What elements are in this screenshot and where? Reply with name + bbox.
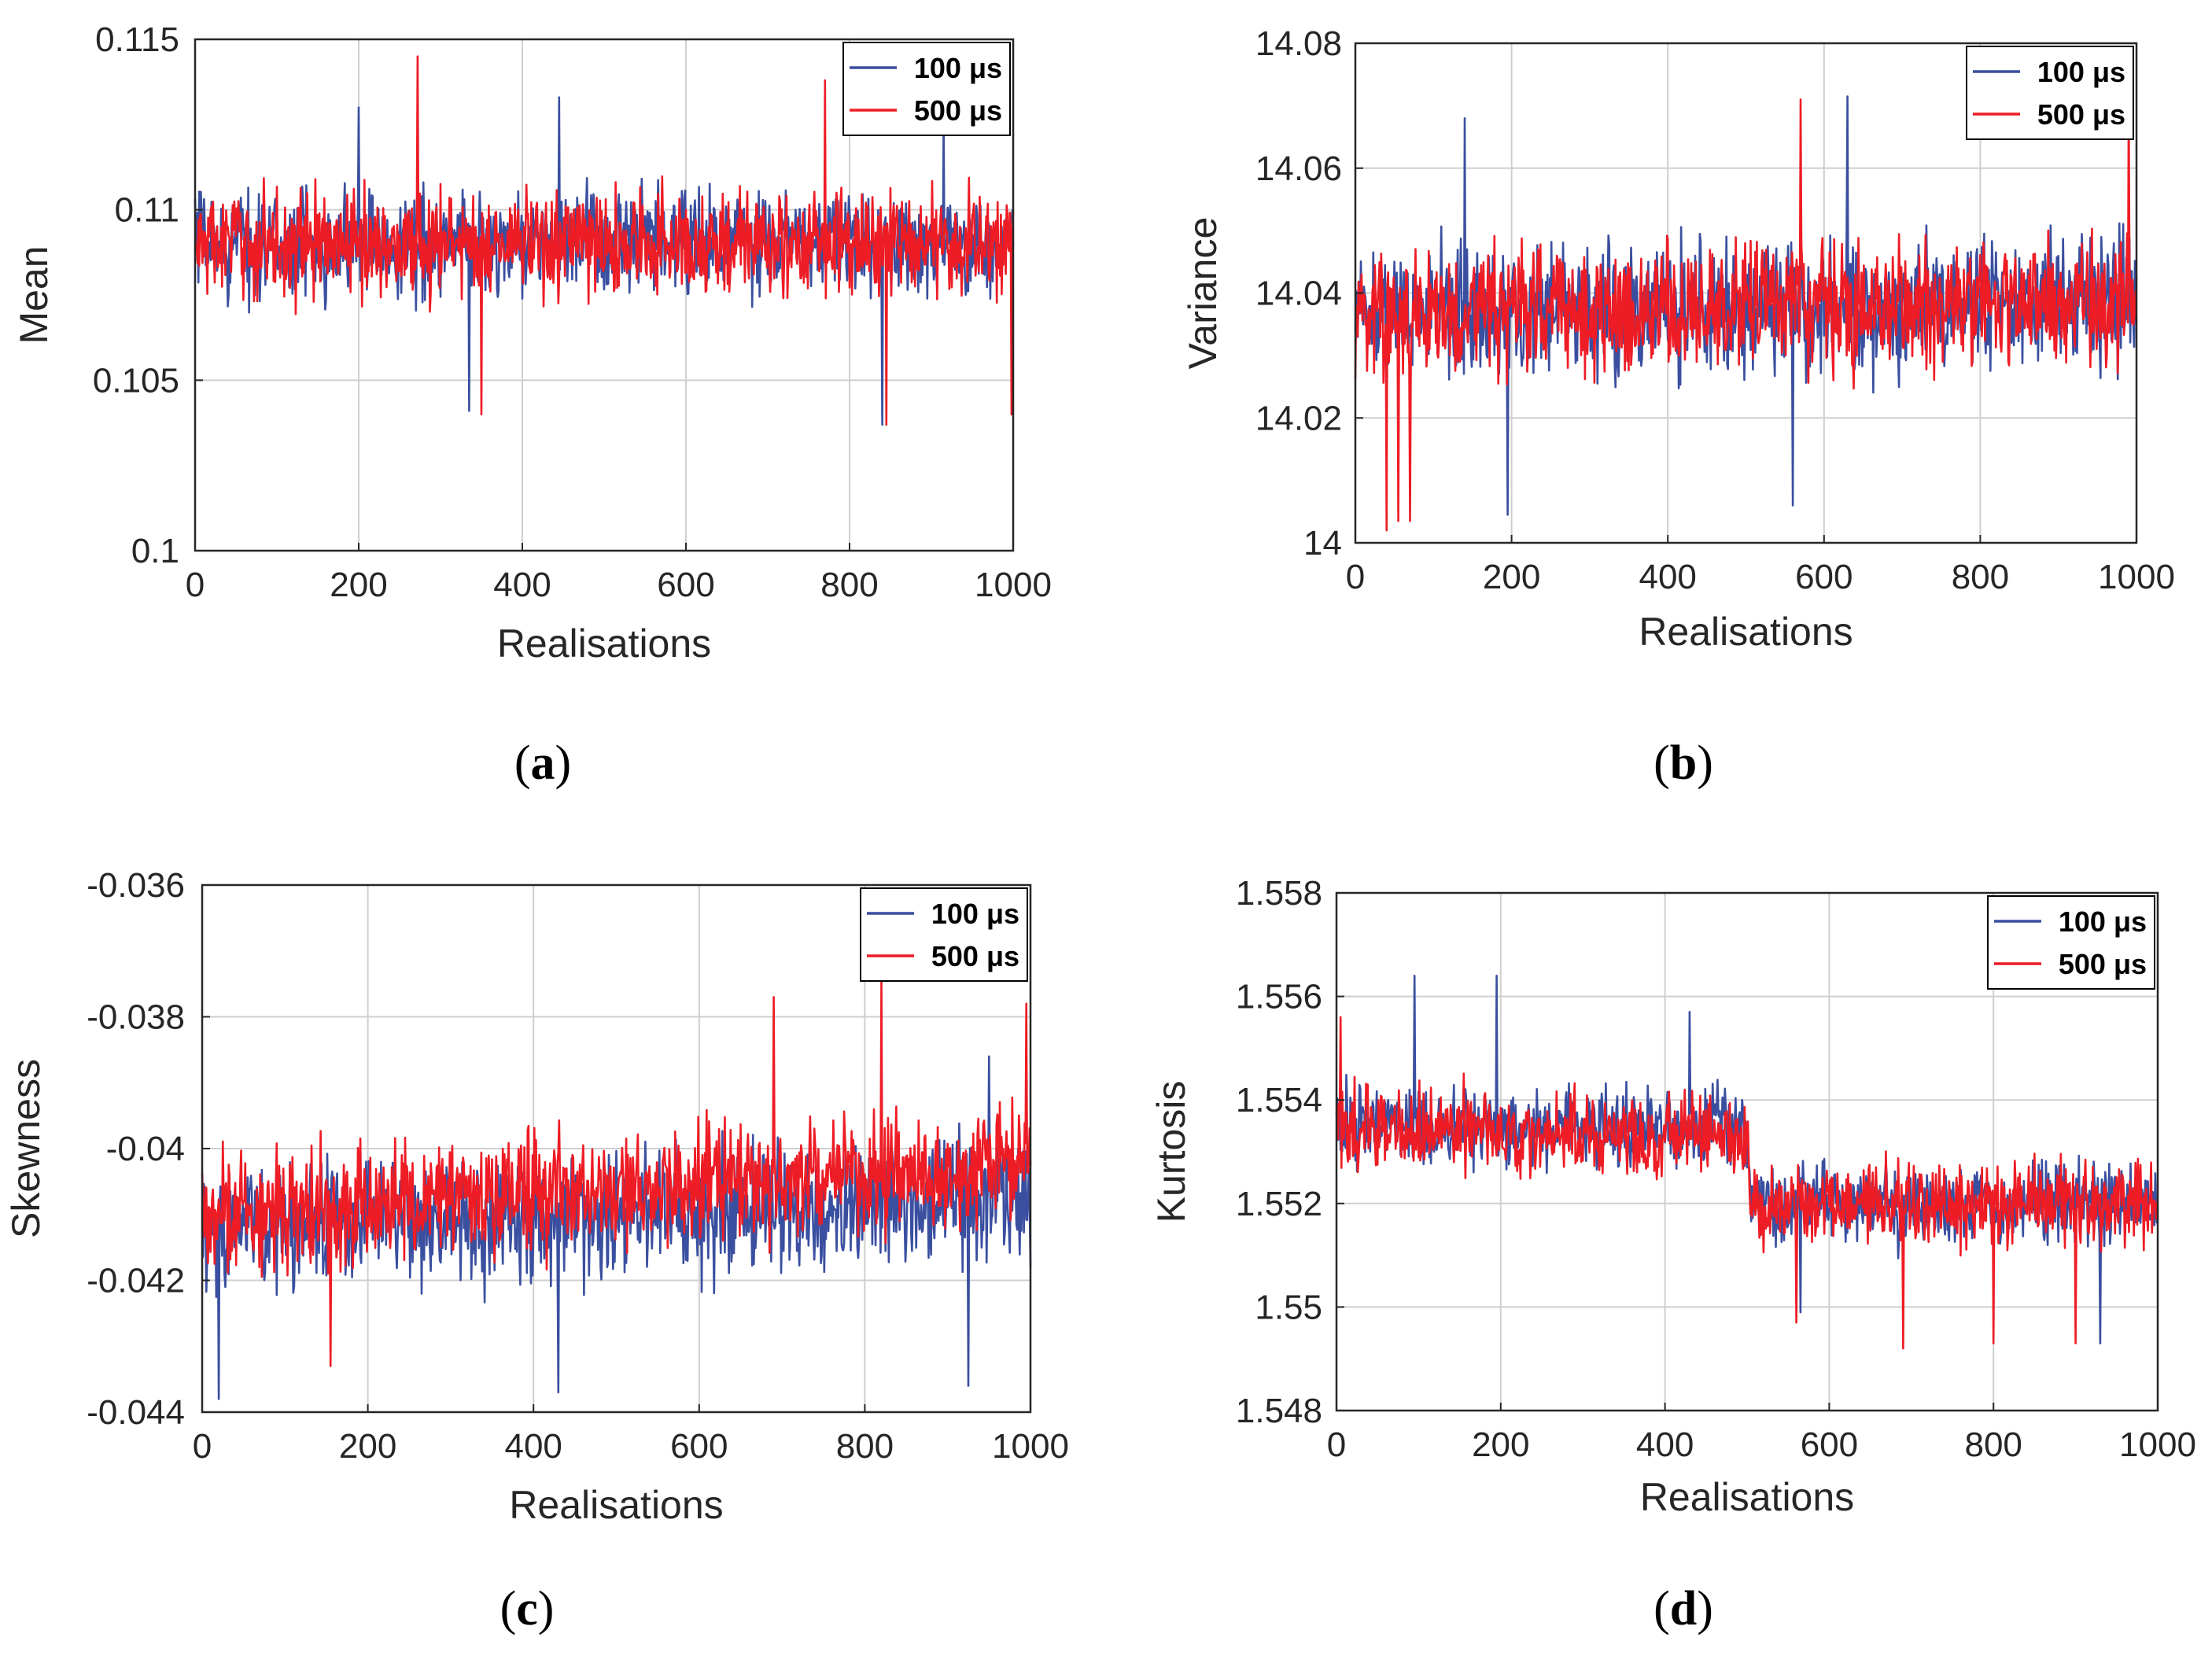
series-lines [1335,975,2159,1350]
legend-box [860,887,1028,982]
y-tick-label: 14.06 [1255,149,1342,188]
y-tick-label: 0.115 [95,20,179,59]
x-tick-label: 600 [1801,1425,1858,1464]
caption-c: (c) [500,1582,555,1636]
y-tick-label: 0.11 [115,191,179,230]
legend-label-1: 100 μs [931,898,1019,930]
tick-labels: 0 200 400 600 800 1000 14 14.02 14.04 14.06 14.08 [1255,24,2175,596]
legend-label-1: 100 μs [2037,56,2125,88]
tick-labels: 0 200 400 600 800 1000 1.548 1.55 1.552 1.554 1.55… [1236,874,2196,1464]
y-tick-label: -0.036 [87,866,185,905]
x-tick-label: 400 [504,1427,562,1466]
x-tick-label: 0 [193,1427,212,1466]
legend: 100 μs 500 μs [860,887,1028,982]
y-tick-label: 1.552 [1236,1185,1322,1223]
axis-labels: Realisations Skewness [4,1059,724,1527]
axis-labels: Realisations Mean [12,245,711,666]
tick-labels: 0 200 400 600 800 1000 -0.044 -0.042 -0.04 -0.038… [87,866,1069,1466]
x-axis-label: Realisations [509,1483,723,1527]
caption-b: (b) [1653,736,1713,790]
x-tick-label: 400 [1636,1425,1694,1464]
legend-box [1987,895,2155,990]
series-line-2 [1354,98,2138,532]
caption-a: (a) [514,736,572,790]
y-axis-label: Kurtosis [1149,1081,1193,1223]
caption-d: (d) [1653,1582,1713,1636]
legend-box [842,42,1011,136]
x-tick-label: 200 [1472,1425,1529,1464]
x-tick-label: 1000 [2098,558,2175,596]
y-tick-label: 0.1 [131,532,179,570]
x-tick-label: 200 [330,566,387,604]
y-tick-label: 14.08 [1255,24,1342,63]
x-axis-label: Realisations [497,621,711,666]
y-tick-label: 1.548 [1236,1392,1322,1430]
y-axis-label: Variance [1181,217,1225,370]
x-tick-label: 800 [836,1427,894,1466]
plot-frame [1354,42,2138,544]
chart-c: 0 200 400 600 800 1000 -0.044 -0.042 -0.04 -0.038… [4,866,1069,1527]
x-tick-label: 800 [1952,558,2009,596]
plot-frame [194,38,1015,552]
y-tick-label: 1.558 [1236,874,1322,913]
x-tick-label: 600 [670,1427,728,1466]
legend-label-2: 500 μs [2059,948,2147,980]
series-lines [1354,95,2138,532]
y-tick-label: -0.042 [87,1262,185,1300]
x-tick-label: 0 [1327,1425,1346,1464]
tick-labels: 0 200 400 600 800 1000 0.1 0.105 0.11 0.115 [93,20,1052,604]
legend: 100 μs 500 μs [1966,46,2134,140]
x-tick-label: 400 [1639,558,1696,596]
y-axis-label: Skewness [4,1059,48,1238]
y-tick-label: -0.044 [87,1393,185,1432]
legend-box [1966,46,2134,140]
y-tick-label: 1.556 [1236,978,1322,1016]
legend-label-1: 100 μs [914,52,1002,84]
chart-b: 0 200 400 600 800 10001414.0214.0414.0614.08 … [1181,24,2175,654]
y-tick-label: 14 [1303,524,1342,562]
y-axis-label: Mean [12,245,56,344]
x-tick-label: 1000 [2119,1425,2196,1464]
y-tick-label: -0.04 [106,1130,185,1168]
y-tick-label: -0.038 [87,998,185,1037]
y-tick-label: 0.105 [93,361,179,400]
y-tick-label: 14.02 [1255,399,1342,437]
chart-d: 0 200 400 600 800 1000 1.548 1.55 1.552 1.554 1.55… [1149,874,2196,1519]
x-tick-label: 200 [339,1427,396,1466]
x-tick-label: 1000 [975,566,1052,604]
axis-labels: Realisations Variance [1181,217,1853,654]
legend-label-2: 500 μs [931,940,1019,972]
axes-box [1335,891,2159,1412]
x-tick-label: 0 [1346,558,1365,596]
chart-a: 0 200 400 600 800 1000 0.1 0.105 0.11 0.115 Reali… [12,20,1052,666]
axis-labels: Realisations Kurtosis [1149,1081,1854,1519]
series-lines [201,976,1032,1400]
x-tick-label: 1000 [992,1427,1069,1466]
series-line-2 [194,55,1015,426]
x-axis-label: Realisations [1639,610,1853,654]
y-tick-label: 14.04 [1255,275,1342,313]
y-tick-label: 1.554 [1236,1081,1322,1119]
x-tick-label: 800 [820,566,878,604]
legend-label-2: 500 μs [914,94,1002,127]
series-line-2 [1335,1016,2159,1350]
axes-box [194,38,1015,552]
legend: 100 μs 500 μs [1987,895,2155,990]
y-tick-label: 1.55 [1255,1288,1322,1326]
x-tick-label: 200 [1483,558,1540,596]
series-line-2 [201,976,1032,1367]
x-tick-label: 400 [493,566,551,604]
x-tick-label: 600 [1795,558,1853,596]
legend-label-1: 100 μs [2059,905,2147,938]
plot-frame [201,883,1032,1414]
legend-label-2: 500 μs [2037,98,2125,131]
plot-frame [1335,891,2159,1412]
series-lines [194,55,1015,426]
x-tick-label: 0 [186,566,205,604]
x-axis-label: Realisations [1640,1475,1854,1519]
x-tick-label: 600 [657,566,714,604]
x-tick-label: 800 [1964,1425,2022,1464]
legend: 100 μs 500 μs [842,42,1011,136]
